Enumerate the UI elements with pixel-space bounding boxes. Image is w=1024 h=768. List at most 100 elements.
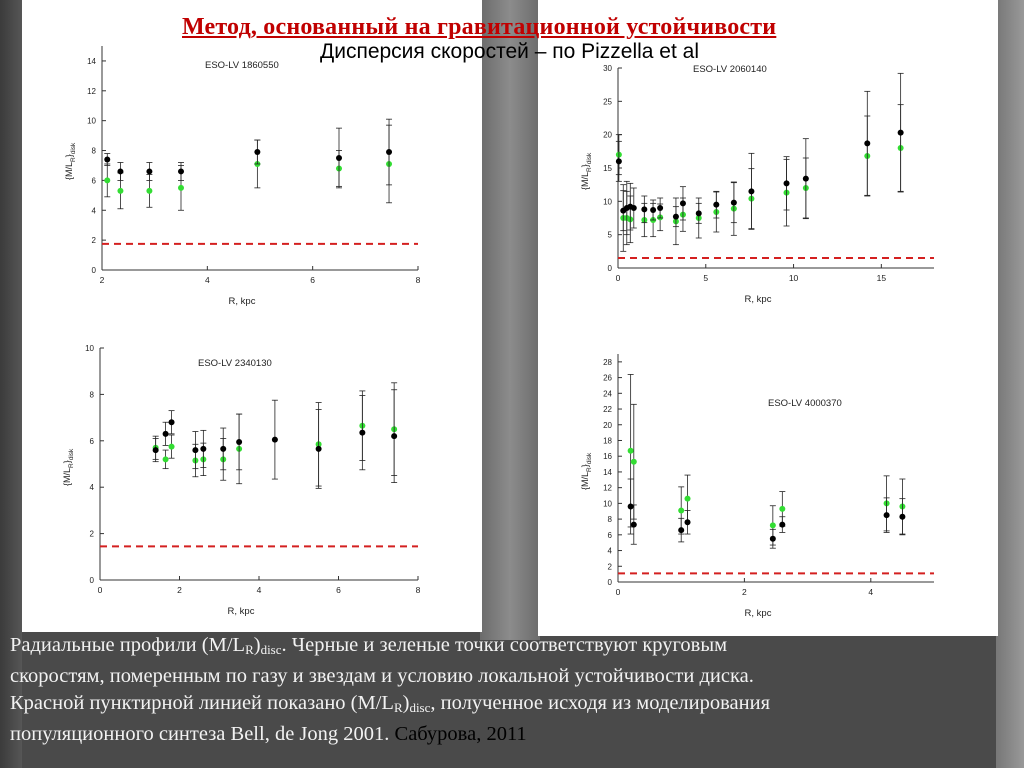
x-axis-label: R, kpc <box>745 294 772 305</box>
slide-title: Метод, основанный на гравитационной усто… <box>182 14 777 40</box>
chart-title: ESO-LV 2060140 <box>693 64 767 75</box>
y-tick-label: 6 <box>608 531 613 540</box>
data-point-black <box>713 201 720 208</box>
caption-text: ) <box>402 692 410 714</box>
data-point-green <box>168 443 175 450</box>
left-charts-panel <box>22 0 482 632</box>
data-point-black <box>630 205 637 211</box>
data-point-black <box>192 447 199 454</box>
data-point-black <box>359 429 366 436</box>
data-point-black <box>178 168 184 175</box>
data-point-green <box>178 184 184 191</box>
y-axis-label: {M/LR}disk <box>580 152 593 190</box>
data-point-black <box>779 521 786 528</box>
y-tick-label: 8 <box>90 390 95 399</box>
y-tick-label: 20 <box>603 421 612 430</box>
data-point-black <box>864 140 871 147</box>
data-point-black <box>200 445 207 452</box>
x-tick-label: 4 <box>257 585 262 595</box>
background-band-right <box>996 0 1024 768</box>
data-point-green <box>769 522 776 529</box>
caption-text: , полученное исходя из моделирования <box>430 692 770 714</box>
y-tick-label: 12 <box>87 87 96 96</box>
background-band-middle <box>480 0 540 640</box>
y-axis-label: {M/LR}disk <box>580 452 593 490</box>
y-tick-label: 10 <box>85 344 94 353</box>
data-point-green <box>117 187 124 194</box>
data-point-black <box>641 206 648 213</box>
y-tick-label: 6 <box>90 437 95 446</box>
caption-subscript: R <box>245 642 254 657</box>
caption-text: скоростям, померенным по газу и звездам … <box>10 665 754 687</box>
y-tick-label: 12 <box>603 484 612 493</box>
x-tick-label: 8 <box>416 275 421 285</box>
caption-citation: Сабурова, 2011 <box>394 723 527 745</box>
data-point-black <box>672 213 679 220</box>
data-point-green <box>146 187 153 194</box>
y-tick-label: 4 <box>92 206 97 215</box>
caption-text: ) <box>253 634 261 656</box>
data-point-black <box>152 447 159 454</box>
data-point-green <box>684 495 691 502</box>
caption-text: Красной пунктирной линией показано (M/L <box>10 692 394 714</box>
y-tick-label: 10 <box>603 197 612 206</box>
data-point-green <box>162 456 169 463</box>
y-tick-label: 18 <box>603 436 612 445</box>
y-tick-label: 2 <box>90 530 95 539</box>
data-point-black <box>168 419 175 426</box>
y-axis-label: {M/LR}disk <box>62 448 75 486</box>
chart-title: ESO-LV 4000370 <box>768 398 842 409</box>
y-tick-label: 2 <box>608 562 613 571</box>
y-tick-label: 20 <box>603 131 612 140</box>
y-tick-label: 10 <box>603 499 612 508</box>
x-tick-label: 0 <box>616 273 621 283</box>
x-tick-label: 6 <box>336 585 341 595</box>
x-axis-label: R, kpc <box>745 608 772 619</box>
y-tick-label: 30 <box>603 64 612 73</box>
data-point-green <box>630 458 637 465</box>
data-point-black <box>684 519 691 526</box>
y-tick-label: 8 <box>608 515 613 524</box>
caption-subscript: R <box>393 700 403 715</box>
caption-subscript: disc <box>409 700 431 715</box>
y-tick-label: 0 <box>608 264 613 273</box>
chart-title: ESO-LV 2340130 <box>198 358 272 369</box>
data-point-black <box>783 180 790 187</box>
x-axis-label: R, kpc <box>228 606 255 617</box>
x-tick-label: 5 <box>703 273 708 283</box>
data-point-black <box>315 445 322 452</box>
y-tick-label: 16 <box>603 452 612 461</box>
data-point-black <box>630 521 637 528</box>
y-tick-label: 14 <box>603 468 612 477</box>
y-tick-label: 0 <box>92 266 97 275</box>
x-tick-label: 6 <box>310 275 315 285</box>
x-tick-label: 2 <box>177 585 182 595</box>
slide-subtitle: Дисперсия скоростей – по Pizzella et al <box>320 40 699 63</box>
y-tick-label: 6 <box>92 176 97 185</box>
data-point-black <box>117 168 124 175</box>
x-tick-label: 15 <box>877 273 887 283</box>
x-tick-label: 4 <box>868 587 873 597</box>
x-tick-label: 2 <box>100 275 105 285</box>
y-tick-label: 0 <box>608 578 613 587</box>
caption-text: . Черные и зеленые точки соответствуют к… <box>281 634 728 656</box>
data-point-black <box>695 210 702 217</box>
caption-subscript: disc <box>260 642 282 657</box>
caption-text: Радиальные профили (M/L <box>10 634 246 656</box>
chart-title: ESO-LV 1860550 <box>205 60 279 71</box>
y-tick-label: 22 <box>603 405 612 414</box>
data-point-black <box>615 158 622 165</box>
y-tick-label: 2 <box>92 236 97 245</box>
data-point-black <box>220 445 227 452</box>
data-point-green <box>779 505 786 512</box>
y-tick-label: 10 <box>87 117 96 126</box>
y-tick-label: 28 <box>603 358 612 367</box>
y-tick-label: 24 <box>603 389 612 398</box>
data-point-black <box>748 188 755 195</box>
data-point-black <box>678 527 685 534</box>
x-tick-label: 10 <box>789 273 799 283</box>
data-point-black <box>897 129 904 136</box>
y-tick-label: 4 <box>608 547 613 556</box>
data-point-black <box>802 175 809 182</box>
